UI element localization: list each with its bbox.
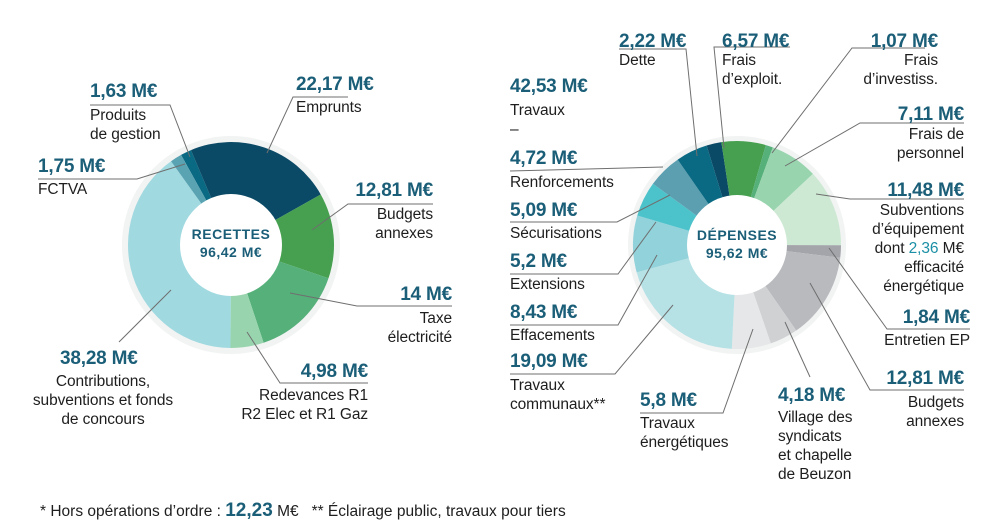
value-securisations: 5,09 M€ (510, 200, 578, 221)
label-emprunts: Emprunts (296, 99, 362, 116)
leader-energetiques (640, 328, 754, 414)
label-redevances: Redevances R1 R2 Elec et R1 Gaz (241, 387, 368, 423)
label-subventions-part2: M€ efficacité énergétique (883, 240, 964, 295)
value-communaux: 19,09 M€ (510, 351, 588, 372)
leader-taxe (289, 292, 452, 307)
value-investiss: 1,07 M€ (870, 31, 938, 52)
value-village: 4,18 M€ (778, 385, 846, 406)
label-subventions-highlight: 2,36 (908, 240, 939, 257)
recettes-slice-5 (128, 161, 231, 348)
label-budgets-depenses: Budgets annexes (906, 394, 964, 430)
label-fctva: FCTVA (38, 181, 88, 198)
footnote-2: ** Éclairage public, travaux pour tiers (311, 503, 566, 520)
leader-renforcements (509, 166, 664, 172)
recettes-slice-2 (231, 194, 334, 279)
leader-communaux (510, 304, 674, 375)
label-investiss: Frais d’investiss. (863, 52, 938, 88)
leader-exploit (713, 46, 790, 149)
recettes-hole (180, 194, 282, 296)
value-effacements: 8,43 M€ (510, 302, 578, 323)
value-dette: 2,22 M€ (619, 31, 687, 52)
label-subventions: Subventions d’équipement dont 2,36 M€ ef… (872, 201, 964, 296)
label-entretien: Entretien EP (884, 332, 970, 349)
leader-budgets-d (809, 282, 964, 391)
leader-emprunts (266, 96, 348, 154)
value-contributions: 38,28 M€ (60, 348, 138, 369)
footnote-1-unit: M€ (277, 503, 299, 520)
value-fctva: 1,75 M€ (38, 156, 106, 177)
label-budgets-recettes: Budgets annexes (375, 206, 433, 242)
footnotes: * Hors opérations d’ordre : 12,23 M€ ** … (40, 500, 566, 522)
label-travaux-total: Travaux – (510, 102, 565, 138)
value-personnel: 7,11 M€ (897, 104, 964, 125)
label-village: Village des syndicats et chapelle de Beu… (778, 409, 853, 483)
depenses-total: 95,62 M€ (705, 245, 769, 261)
recettes-total: 96,42 M€ (199, 244, 263, 260)
leader-fctva (38, 163, 186, 180)
leader-village (784, 321, 811, 378)
label-effacements: Effacements (510, 327, 595, 344)
footnote-1-prefix: * Hors opérations d’ordre : (40, 503, 221, 520)
value-produits: 1,63 M€ (90, 81, 158, 102)
value-budgets-recettes: 12,81 M€ (355, 180, 433, 201)
label-securisations: Sécurisations (510, 225, 602, 242)
value-travaux-total: 42,53 M€ (510, 76, 588, 97)
value-entretien: 1,84 M€ (902, 307, 970, 328)
label-personnel: Frais de personnel (896, 126, 964, 162)
leader-securisations (510, 194, 671, 223)
value-energetiques: 5,8 M€ (640, 390, 697, 411)
value-renforcements: 4,72 M€ (510, 148, 578, 169)
leader-subventions (815, 193, 964, 200)
leader-effacements (510, 254, 658, 326)
label-extensions: Extensions (510, 276, 585, 293)
leader-produits (90, 104, 191, 158)
label-renforcements: Renforcements (510, 174, 614, 191)
label-exploit: Frais d’exploit. (722, 52, 783, 88)
value-budgets-depenses: 12,81 M€ (886, 368, 964, 389)
depenses-slice-1 (721, 141, 766, 245)
leader-investiss (771, 47, 925, 154)
value-exploit: 6,57 M€ (722, 31, 790, 52)
value-subventions: 11,48 M€ (887, 180, 964, 201)
leader-personnel (784, 122, 964, 167)
leader-budgets-r (311, 203, 433, 231)
leader-entretien (828, 247, 970, 330)
label-taxe: Taxe électricité (387, 310, 452, 346)
leader-extensions (510, 221, 657, 275)
leader-lines (38, 46, 970, 414)
recettes-title: RECETTES (191, 226, 271, 242)
label-contributions: Contributions, subventions et fonds de c… (32, 373, 174, 428)
label-communaux: Travaux communaux** (510, 377, 606, 413)
value-emprunts: 22,17 M€ (296, 74, 374, 95)
value-taxe: 14 M€ (400, 284, 452, 305)
leader-redevances (246, 331, 368, 384)
value-extensions: 5,2 M€ (510, 251, 567, 272)
label-dette: Dette (619, 52, 656, 69)
value-redevances: 4,98 M€ (300, 361, 368, 382)
label-produits: Produits de gestion (90, 107, 161, 143)
footnote-1-value: 12,23 (225, 500, 273, 521)
leader-dette (619, 48, 698, 157)
depenses-hole (687, 195, 787, 295)
label-subventions-part1: Subventions d’équipement dont (872, 202, 964, 257)
depenses-title: DÉPENSES (696, 227, 778, 243)
depenses-slice-10 (633, 215, 737, 273)
label-energetiques: Travaux énergétiques (640, 415, 729, 451)
leader-contributions (118, 289, 172, 343)
